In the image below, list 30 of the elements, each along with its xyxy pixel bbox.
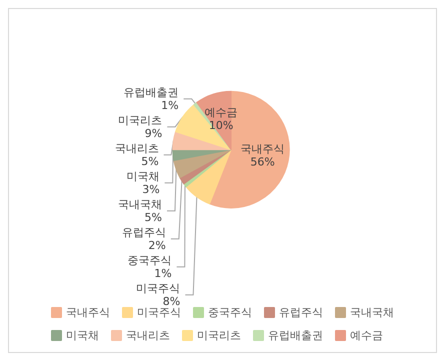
data-label: 3%	[142, 182, 160, 196]
slice-label: 미국채	[126, 170, 160, 183]
data-label: 5%	[144, 210, 162, 224]
slice-label: 국내리츠	[114, 142, 159, 155]
data-label: 1%	[154, 266, 172, 280]
data-label: 56%	[250, 156, 275, 169]
slice-label: 유럽배출권	[124, 86, 179, 99]
slice-label: 미국주식	[136, 282, 180, 295]
slice-label: 중국주식	[128, 254, 172, 267]
legend-label: 국내주식	[66, 306, 110, 319]
legend-label: 미국주식	[137, 306, 181, 319]
slice-label: 유럽주식	[122, 226, 166, 239]
legend-label: 예수금	[350, 329, 383, 342]
legend-label: 유럽배출권	[268, 329, 323, 342]
legend-label: 국내국채	[350, 306, 394, 319]
data-label: 9%	[144, 126, 162, 140]
data-label: 8%	[162, 294, 180, 308]
legend-label: 중국주식	[208, 306, 252, 319]
legend-label: 국내리츠	[126, 329, 170, 342]
slice-label: 미국리츠	[118, 114, 162, 127]
slice-label: 국내주식	[240, 142, 285, 156]
slice-label: 예수금	[204, 106, 238, 120]
slice-label: 국내국채	[118, 198, 162, 211]
data-label: 2%	[148, 238, 166, 252]
data-label: 1%	[161, 98, 179, 112]
legend-label: 유럽주식	[279, 306, 323, 319]
data-label: 5%	[141, 154, 159, 168]
legend-label: 미국리츠	[197, 329, 241, 342]
data-label: 10%	[208, 119, 234, 132]
legend-label: 미국채	[66, 329, 99, 342]
